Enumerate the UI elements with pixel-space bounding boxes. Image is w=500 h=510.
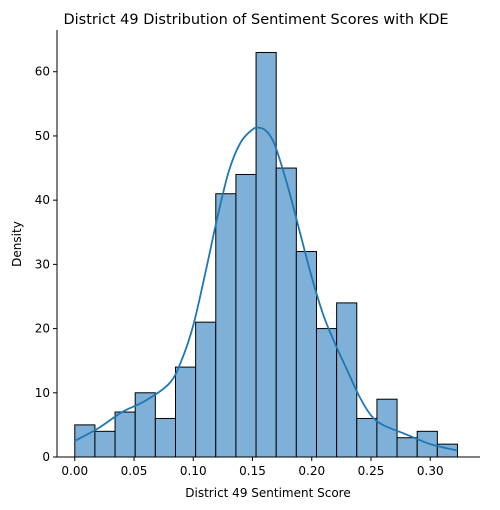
x-tick-label: 0.30 [417, 464, 444, 478]
histogram-bars [74, 51, 458, 458]
histogram-bar [275, 167, 297, 458]
histogram-bar [215, 193, 237, 458]
histogram-bar [255, 51, 277, 458]
chart-title: District 49 Distribution of Sentiment Sc… [63, 12, 448, 28]
histogram-bar [336, 302, 358, 458]
y-tick-label: 10 [35, 386, 50, 400]
y-tick-label: 30 [35, 257, 50, 271]
histogram-bar [114, 411, 136, 458]
histogram-bar [94, 430, 116, 458]
x-tick-label: 0.20 [298, 464, 325, 478]
histogram-bar [376, 398, 398, 458]
axes: 0.00 0.05 0.10 0.15 0.20 0.25 0.30 0 10 20 30 40 50 6… [35, 30, 480, 478]
histogram-bar [154, 417, 176, 458]
x-tick-label: 0.15 [239, 464, 266, 478]
histogram-bar [416, 430, 438, 458]
histogram-bar [195, 321, 217, 458]
histogram-bar [315, 328, 338, 458]
y-tick-label: 60 [35, 65, 50, 79]
y-tick-label: 20 [35, 322, 50, 336]
y-tick-label: 0 [42, 450, 50, 464]
x-tick-label: 0.00 [61, 464, 88, 478]
y-tick-label: 50 [35, 129, 50, 143]
histogram-bar [396, 437, 418, 458]
histogram-bar [134, 392, 156, 458]
histogram-bar [74, 424, 96, 458]
y-tick-label: 40 [35, 193, 50, 207]
x-tick-label: 0.10 [180, 464, 207, 478]
histogram-bar [235, 173, 257, 458]
x-tick-label: 0.25 [358, 464, 385, 478]
x-axis-label: District 49 Sentiment Score [185, 486, 350, 500]
kde-curve [74, 126, 458, 452]
x-tick-label: 0.05 [121, 464, 148, 478]
histogram-bar [174, 366, 197, 458]
histogram-bar [356, 417, 378, 458]
y-axis-label: Density [10, 221, 24, 267]
